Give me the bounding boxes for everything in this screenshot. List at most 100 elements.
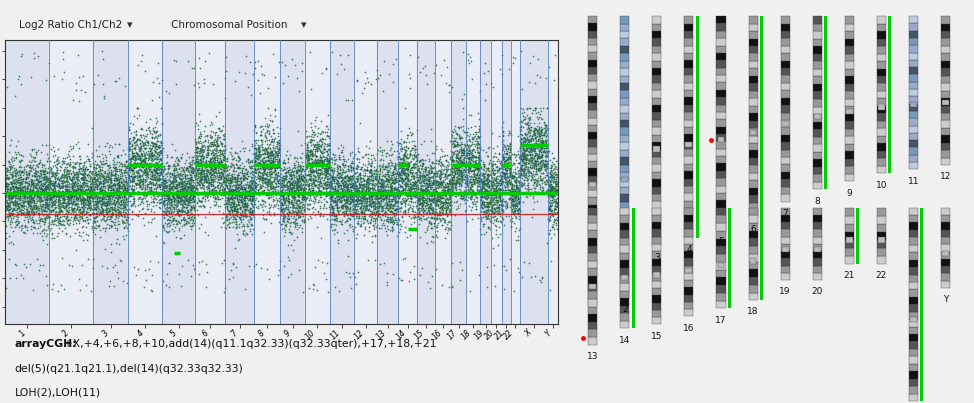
Point — [472, 188, 488, 194]
Point — [256, 168, 272, 174]
Point — [427, 195, 442, 202]
Point — [410, 195, 426, 202]
Bar — [941, 61, 950, 68]
Point — [319, 149, 335, 155]
Point — [434, 148, 450, 154]
Point — [394, 183, 410, 189]
Point — [142, 152, 158, 158]
Point — [158, 197, 173, 203]
Point — [496, 142, 511, 149]
Point — [525, 171, 541, 177]
Point — [187, 189, 203, 196]
Point — [451, 169, 467, 176]
Point — [374, 182, 390, 188]
Point — [93, 178, 108, 184]
Point — [397, 146, 413, 153]
Point — [226, 214, 242, 220]
Point — [283, 181, 299, 187]
Point — [266, 145, 281, 152]
Point — [462, 172, 477, 179]
Point — [408, 190, 424, 196]
Point — [155, 185, 170, 191]
Point — [86, 164, 101, 170]
Point — [113, 196, 129, 203]
Point — [40, 212, 56, 219]
Point — [131, 202, 146, 208]
Point — [348, 196, 363, 202]
Point — [515, 167, 531, 174]
Point — [296, 190, 312, 196]
Point — [316, 166, 331, 172]
Point — [408, 152, 424, 158]
Point — [324, 192, 340, 199]
Point — [465, 152, 480, 159]
Point — [178, 167, 194, 174]
Point — [389, 147, 404, 154]
Point — [492, 169, 507, 176]
Point — [33, 206, 49, 212]
Point — [377, 209, 393, 216]
Point — [496, 173, 511, 179]
Point — [444, 133, 460, 140]
Point — [30, 147, 46, 154]
Point — [169, 203, 184, 209]
Point — [147, 163, 163, 170]
Bar — [812, 39, 822, 46]
Point — [49, 233, 64, 239]
Point — [61, 195, 77, 201]
Point — [406, 150, 422, 157]
Point — [214, 143, 230, 150]
Point — [152, 165, 168, 172]
Point — [65, 207, 81, 214]
Point — [240, 213, 255, 219]
Point — [207, 178, 223, 184]
Point — [214, 194, 230, 201]
Point — [131, 135, 146, 142]
Point — [122, 175, 137, 181]
Point — [348, 192, 363, 198]
Point — [91, 199, 106, 206]
Point — [446, 126, 462, 132]
Point — [479, 187, 495, 193]
Point — [44, 172, 59, 179]
Point — [422, 209, 437, 215]
Point — [92, 182, 107, 188]
Point — [383, 138, 398, 144]
Point — [398, 164, 414, 171]
Point — [107, 208, 123, 214]
Point — [128, 174, 143, 181]
Point — [454, 196, 469, 203]
Point — [68, 160, 84, 166]
Point — [262, 137, 278, 143]
Point — [3, 211, 19, 217]
Point — [71, 153, 87, 159]
Point — [336, 156, 352, 162]
Point — [380, 179, 395, 185]
Point — [96, 93, 112, 99]
Point — [352, 215, 367, 221]
Point — [394, 161, 410, 168]
Point — [5, 158, 20, 164]
Point — [523, 177, 539, 183]
Point — [76, 195, 92, 202]
Point — [526, 185, 542, 191]
Point — [469, 149, 485, 156]
Point — [74, 195, 90, 202]
Point — [387, 214, 402, 221]
Point — [236, 223, 251, 229]
Point — [33, 190, 49, 197]
Point — [158, 185, 173, 191]
Point — [362, 170, 378, 177]
Point — [240, 171, 255, 178]
Point — [290, 128, 306, 134]
Point — [337, 168, 353, 175]
Point — [310, 133, 325, 139]
Point — [513, 48, 529, 55]
Point — [422, 182, 437, 188]
Point — [71, 192, 87, 198]
Point — [548, 181, 564, 187]
Bar — [620, 268, 629, 276]
Point — [37, 190, 53, 197]
Point — [42, 220, 57, 226]
Point — [535, 177, 550, 184]
